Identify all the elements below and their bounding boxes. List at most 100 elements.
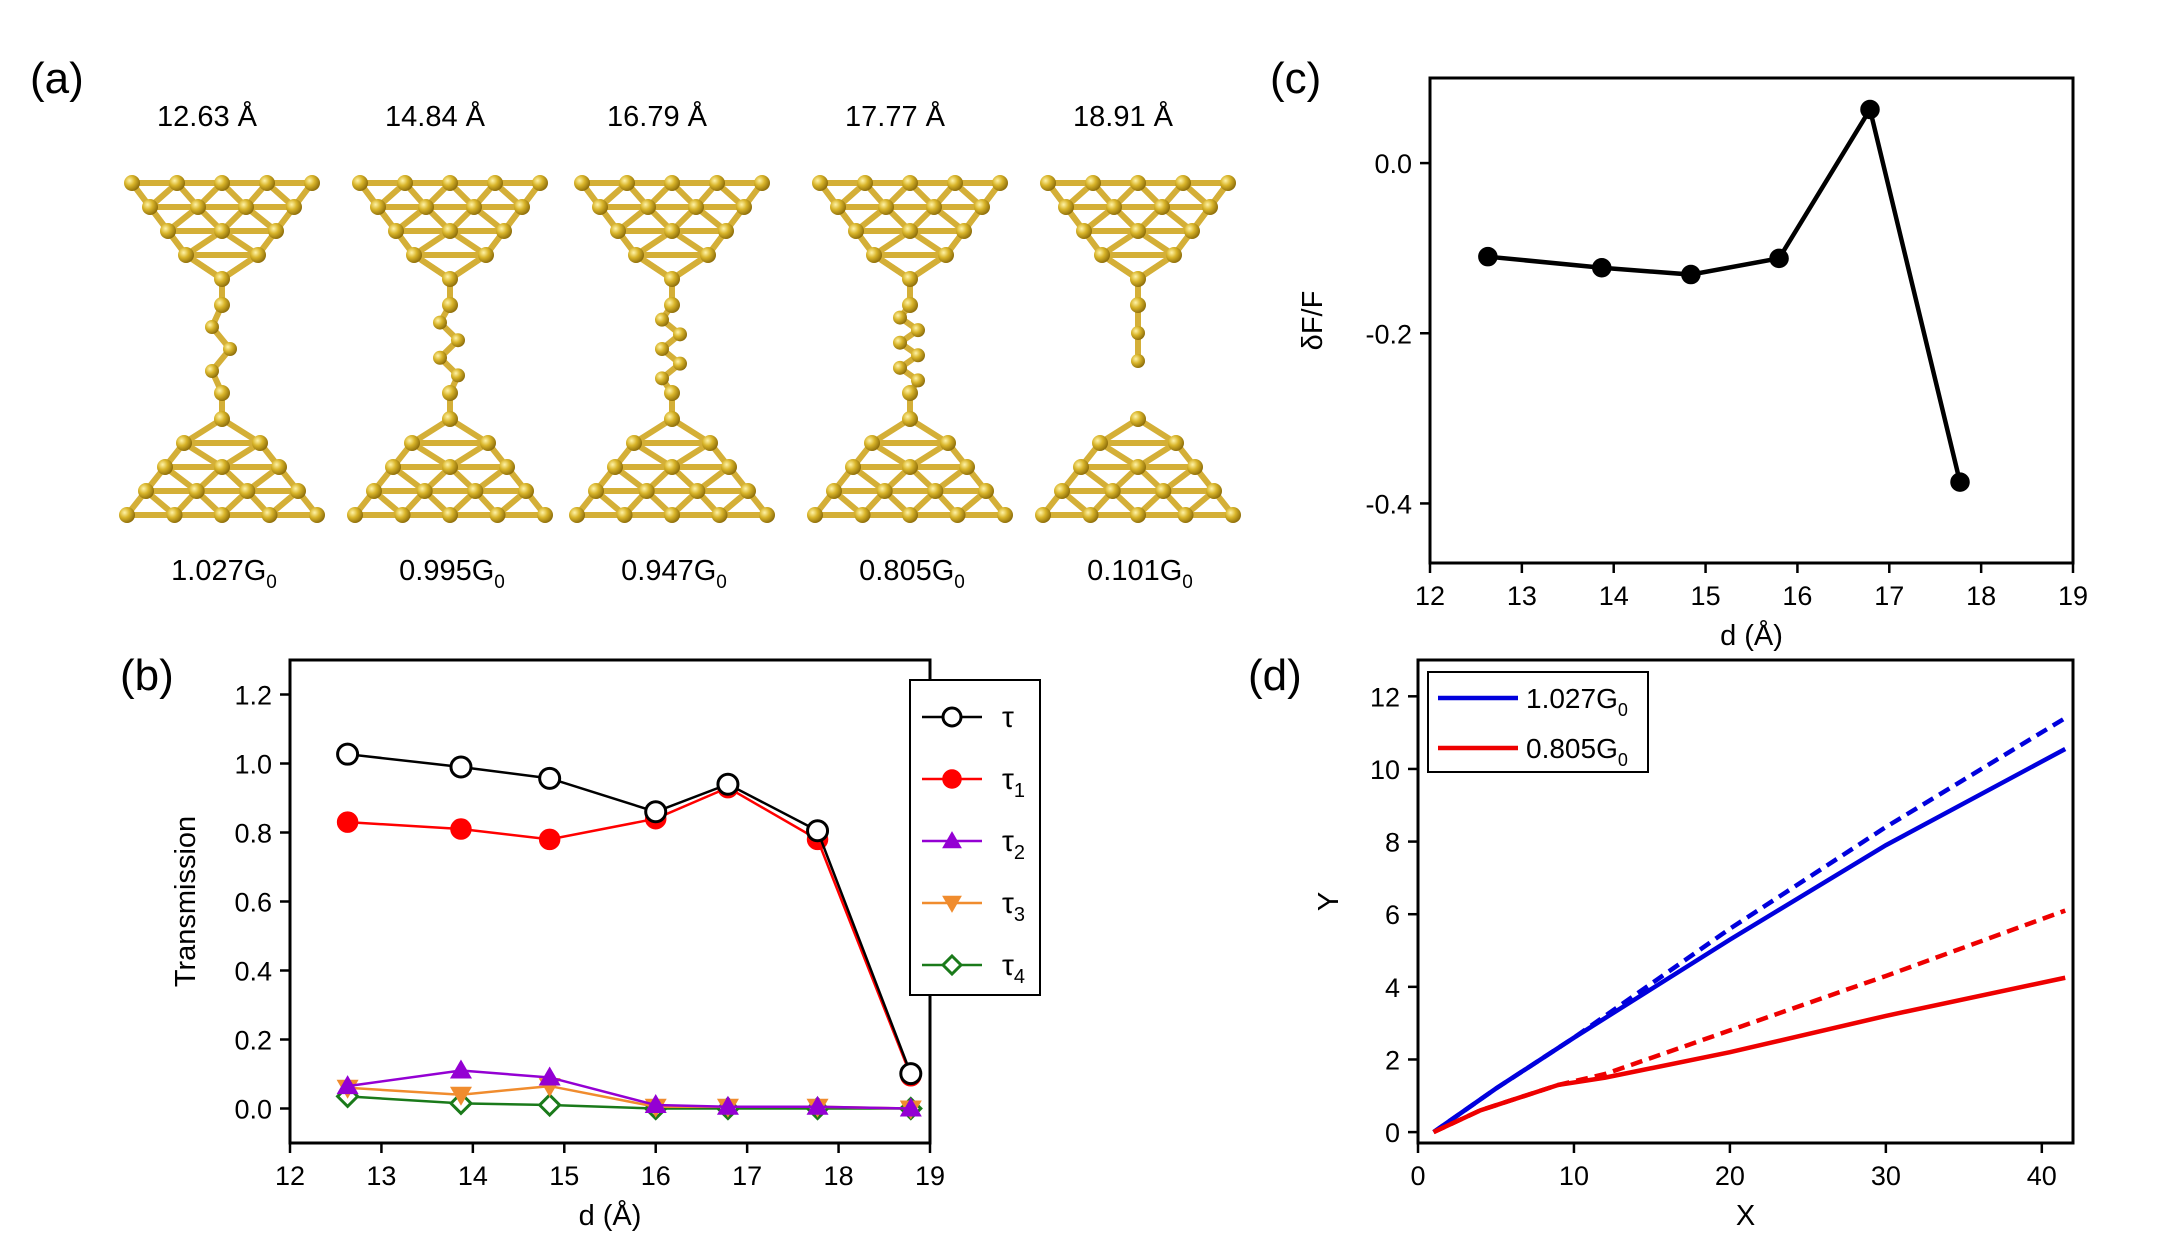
structure-2: 14.84 Å 0.995G0 [347,100,553,593]
gold-atom [388,223,404,239]
data-point-marker [942,769,962,789]
gold-atom [214,175,230,191]
gold-atom [754,175,770,191]
gold-atom [740,483,756,499]
gold-atom [911,323,925,338]
gold-atom [1130,223,1146,239]
data-point-marker [538,828,561,851]
gold-atom [721,459,737,475]
data-point-marker [538,1066,561,1086]
x-tick-label: 10 [1559,1161,1589,1191]
gold-atom [664,297,680,313]
gold-atom [480,435,496,451]
gold-atom [940,435,956,451]
gold-atom [956,223,972,239]
gold-atom [442,223,458,239]
legend-entry: τ1 [922,763,1025,802]
gold-atom [1076,223,1092,239]
gold-atom [489,507,506,523]
gold-atom [689,483,706,499]
y-tick-label: 0.2 [234,1026,272,1056]
structure-conductance-label: 0.995G0 [399,555,505,593]
gold-atom [1054,483,1070,499]
gold-atom [214,385,230,401]
x-tick-label: 12 [275,1161,305,1191]
gold-atom [854,507,871,523]
y-tick-label: 2 [1385,1045,1400,1075]
y-tick-label: 0.0 [234,1095,272,1125]
gold-atom [138,483,154,499]
gold-atom [902,175,918,191]
gold-atom [997,507,1013,523]
data-point-marker [942,895,962,913]
x-tick-label: 15 [549,1161,579,1191]
gold-atom [902,223,918,239]
gold-atom [309,507,325,523]
data-point-marker [899,1097,922,1117]
gold-atom [518,483,534,499]
gold-atom [878,199,894,215]
gold-atom [1085,175,1101,191]
gold-atom [616,507,633,523]
atom-group [347,175,553,523]
panel-b-transmission-chart: 12 13 14 15 16 17 18 19 0.0 0.2 0.4 0.6 0.8 1.0 1.2 d (… [170,658,1041,1232]
gold-atom [157,459,173,475]
x-axis-label: d (Å) [1720,619,1783,652]
data-point-marker [449,1059,472,1079]
x-tick-label: 18 [824,1161,854,1191]
gold-atom [664,175,680,191]
gold-atom [736,199,752,215]
gold-atom [902,297,918,313]
gold-atom [442,507,458,523]
gold-atom [911,348,925,363]
gold-atom [442,459,458,475]
data-point-marker [537,1092,562,1118]
legend-entry: τ3 [922,887,1025,926]
gold-atom [416,483,433,499]
x-tick-label: 13 [1507,581,1537,611]
gold-atom [124,175,140,191]
gold-atom [499,459,515,475]
legend-label: τ4 [1002,949,1025,988]
atom-group [569,175,775,523]
gold-atom [223,342,237,356]
gold-atom [911,373,925,388]
x-axis-label: d (Å) [579,1199,642,1232]
gold-atom [709,175,725,191]
series-line [1432,746,2067,1134]
gold-atom [1225,507,1241,523]
gold-atom [250,247,266,263]
gold-atom [347,507,363,523]
legend-label: τ1 [1002,763,1025,802]
gold-atom [655,342,669,356]
gold-atom [514,199,530,215]
legend-entry: 1.027G0 [1438,683,1628,720]
gold-atom [664,223,680,239]
x-tick-label: 14 [1599,581,1629,611]
gold-atom [1130,459,1146,475]
structure-conductance-label: 1.027G0 [171,555,277,593]
gold-atom [188,483,205,499]
gold-atom [902,271,918,287]
gold-atom [876,483,893,499]
gold-atom [271,459,287,475]
series-line [1432,908,2066,1135]
y-tick-label: 0.6 [234,888,272,918]
y-tick-label: 0.4 [234,957,272,987]
gold-atom [640,199,656,215]
legend-label: τ [1002,701,1014,734]
gold-atom [864,435,880,451]
gold-atom [1104,483,1121,499]
gold-atom [673,327,687,342]
gold-atom [893,335,907,350]
x-tick-label: 12 [1415,581,1445,611]
structure-conductance-label: 0.101G0 [1087,555,1193,593]
gold-atom [807,507,823,523]
gold-atom [702,435,718,451]
data-point-marker [1769,248,1789,269]
gold-atom [1130,411,1146,427]
gold-atom [451,368,465,383]
x-tick-label: 16 [1782,581,1812,611]
panel-label-a: (a) [30,54,84,103]
data-point-marker [449,1086,472,1106]
